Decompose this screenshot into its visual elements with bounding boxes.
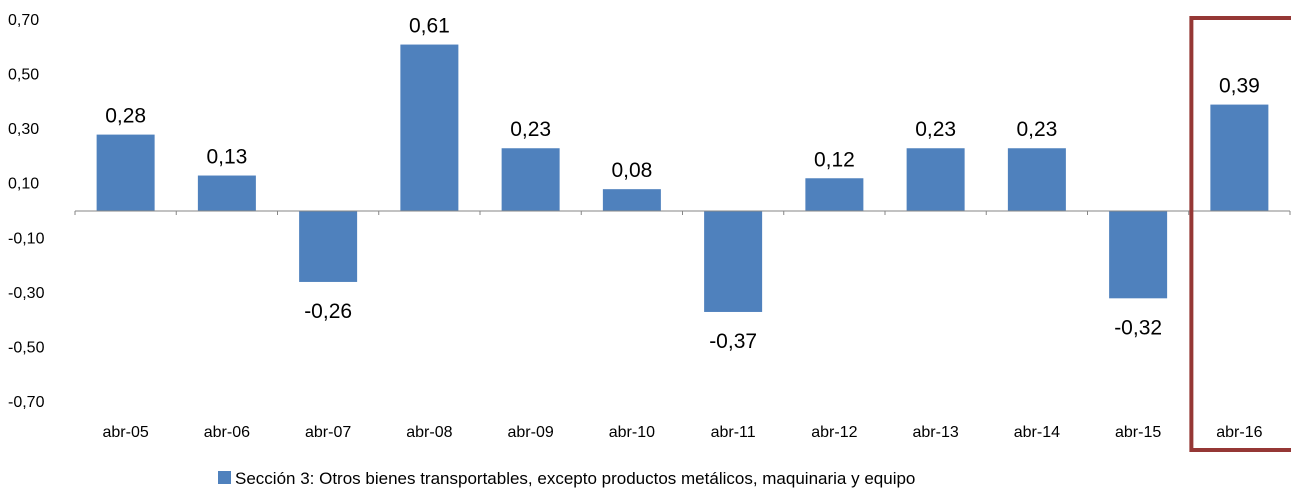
x-tick-label: abr-12 [811, 424, 857, 441]
bar-abr-08 [400, 44, 459, 211]
x-axis [74, 210, 1291, 215]
y-tick-label: -0,50 [8, 339, 45, 356]
bar-abr-05 [96, 134, 155, 211]
data-label-abr-16: 0,39 [1219, 75, 1260, 98]
x-tick-label: abr-15 [1115, 424, 1161, 441]
bar-abr-13 [906, 148, 965, 211]
x-tick-label: abr-07 [305, 424, 351, 441]
x-tick-label: abr-10 [609, 424, 655, 441]
y-axis-labels: 0,70 0,50 0,30 0,10 -0,10 -0,30 -0,50 -0,70 [8, 12, 45, 411]
bar-abr-07 [299, 211, 358, 282]
x-tick-label: abr-14 [1014, 424, 1060, 441]
bar-abr-12 [805, 178, 864, 211]
bar-abr-16 [1210, 104, 1269, 211]
x-tick-label: abr-16 [1216, 424, 1262, 441]
legend-label: Sección 3: Otros bienes transportables, … [235, 469, 915, 488]
highlight-group [1189, 16, 1291, 452]
y-tick-label: 0,10 [8, 176, 39, 193]
data-label-abr-09: 0,23 [510, 118, 551, 141]
bar-abr-06 [197, 175, 256, 211]
data-label-abr-05: 0,28 [105, 105, 146, 128]
legend-swatch [218, 471, 231, 484]
bar-abr-10 [602, 189, 661, 211]
data-label-abr-14: 0,23 [1016, 118, 1057, 141]
bars [96, 44, 1269, 312]
bar-abr-09 [501, 148, 560, 211]
data-label-abr-13: 0,23 [915, 118, 956, 141]
x-tick-label: abr-13 [913, 424, 959, 441]
x-tick-label: abr-08 [406, 424, 452, 441]
y-tick-label: -0,70 [8, 394, 45, 411]
data-labels: 0,28 0,13 -0,26 0,61 0,23 0,08 -0,37 0,12 0,23 0,… [105, 15, 1260, 353]
x-axis-labels: abr-05 abr-06 abr-07 abr-08 abr-09 abr-10 abr-… [103, 424, 1263, 441]
y-tick-label: 0,50 [8, 67, 39, 84]
x-tick-label: abr-11 [711, 424, 756, 441]
data-label-abr-10: 0,08 [611, 159, 652, 182]
data-label-abr-12: 0,12 [814, 148, 855, 171]
data-label-abr-06: 0,13 [206, 146, 247, 169]
data-label-abr-07: -0,26 [304, 300, 352, 323]
bar-abr-11 [704, 211, 763, 312]
data-label-abr-11: -0,37 [709, 330, 757, 353]
x-tick-label: abr-05 [103, 424, 149, 441]
bar-abr-14 [1007, 148, 1066, 211]
data-label-abr-08: 0,61 [409, 15, 450, 38]
highlight-box [1189, 16, 1291, 452]
x-tick-label: abr-06 [204, 424, 250, 441]
y-tick-label: -0,10 [8, 230, 45, 247]
x-tick-label: abr-09 [508, 424, 554, 441]
y-tick-label: -0,30 [8, 285, 45, 302]
y-tick-label: 0,70 [8, 12, 39, 29]
legend: Sección 3: Otros bienes transportables, … [218, 469, 915, 488]
bar-abr-15 [1109, 211, 1168, 299]
data-label-abr-15: -0,32 [1114, 316, 1162, 339]
y-tick-label: 0,30 [8, 121, 39, 138]
